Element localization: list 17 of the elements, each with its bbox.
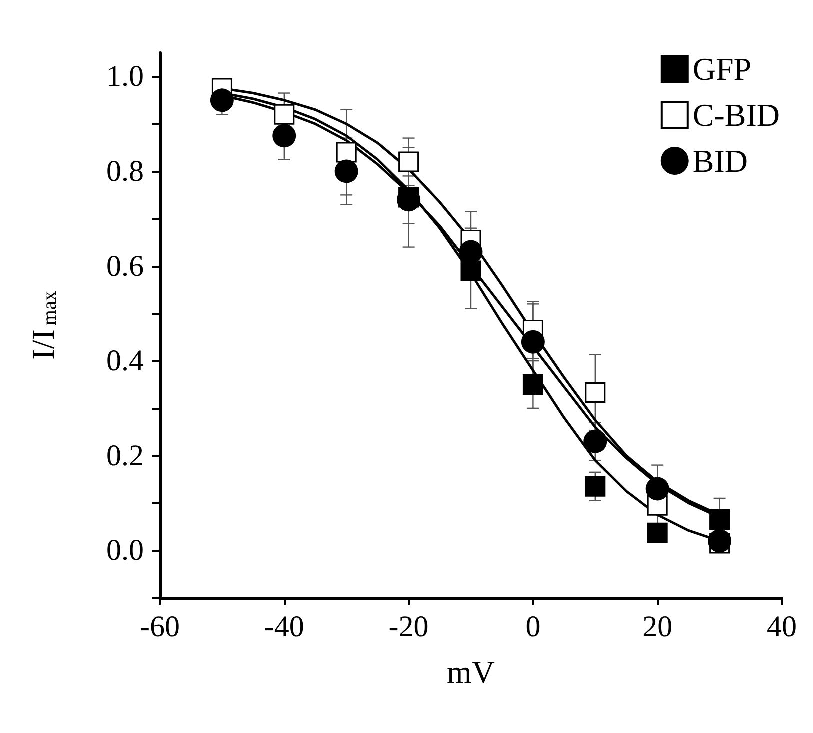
x-tick-label: 40 xyxy=(767,610,797,644)
x-tick-label: 0 xyxy=(526,610,541,644)
y-tick-label: 0.8 xyxy=(106,154,144,188)
legend-label: GFP xyxy=(692,51,752,87)
x-axis-title: mV xyxy=(447,654,495,690)
x-tick-label: -40 xyxy=(264,610,304,644)
y-tick-label: 0.4 xyxy=(106,344,144,378)
x-tick-label: 20 xyxy=(642,610,673,644)
legend-label: BID xyxy=(692,143,748,179)
y-axis-title: I/Imax xyxy=(25,291,61,360)
y-tick-label: 0.0 xyxy=(106,534,144,568)
x-tick-label: -60 xyxy=(140,610,180,644)
legend-label: C-BID xyxy=(692,97,780,133)
y-tick-label: 0.2 xyxy=(106,439,144,472)
y-tick-label: 0.6 xyxy=(106,250,144,283)
y-tick-label: 1.0 xyxy=(106,60,144,94)
x-tick-label: -20 xyxy=(388,610,429,644)
